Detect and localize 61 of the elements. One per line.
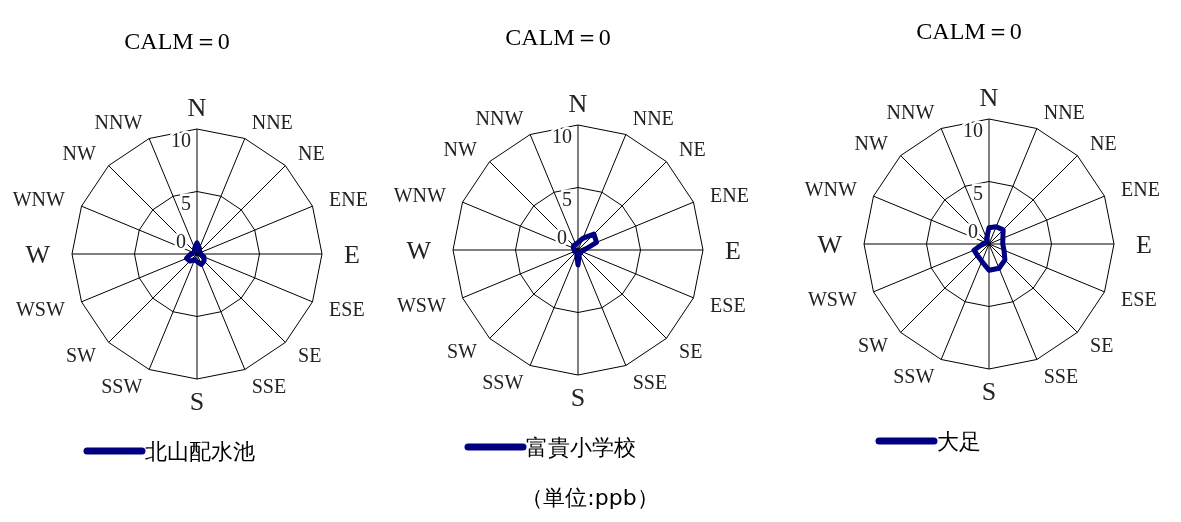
spoke-label: WNW <box>393 184 446 207</box>
spoke-label: SE <box>298 344 322 367</box>
spoke-label: SE <box>679 340 703 363</box>
spoke-label: ENE <box>329 188 369 211</box>
spoke-label: N <box>568 89 588 119</box>
spoke-label: ESE <box>329 297 365 320</box>
spoke-label: N <box>187 93 207 123</box>
spoke-label: NW <box>443 137 477 160</box>
spoke-label: WNW <box>12 188 65 211</box>
spoke-label: E <box>725 236 741 266</box>
spoke-label: ENE <box>710 184 750 207</box>
spoke-label: ENE <box>1121 178 1161 201</box>
chart-title: CALM＝0 <box>916 18 1022 44</box>
spoke-label: W <box>406 236 432 266</box>
chart-title: CALM＝0 <box>505 24 611 50</box>
spoke-label: SW <box>857 334 889 357</box>
spoke-label: NE <box>1090 131 1117 154</box>
spoke-label: NE <box>298 141 325 164</box>
spoke-label: E <box>344 240 360 270</box>
spoke-label: W <box>25 240 51 270</box>
spoke-label: SE <box>1090 334 1114 357</box>
y-tick-label: 10 <box>963 119 983 141</box>
spoke-label: WNW <box>804 178 857 201</box>
spoke-label: SSE <box>251 375 287 398</box>
spoke-label: WSW <box>807 287 857 310</box>
spoke-label: NNW <box>94 110 143 133</box>
spoke-label: NNE <box>632 106 674 129</box>
spoke-label: SW <box>65 344 97 367</box>
spoke-label: S <box>981 377 997 407</box>
spoke-label: SSW <box>893 365 935 388</box>
y-tick-label: 5 <box>181 191 191 214</box>
spoke-label: E <box>1136 230 1152 260</box>
spoke-label: NNE <box>1043 100 1085 123</box>
spoke-label: WSW <box>396 293 446 316</box>
chart-title: CALM＝0 <box>124 28 230 54</box>
spoke-label: S <box>570 383 586 413</box>
text: （単位:ppb） <box>521 485 659 510</box>
spoke-label: SSE <box>1043 365 1079 388</box>
spoke-label: NNW <box>475 106 524 129</box>
y-tick-label: 5 <box>973 181 983 204</box>
legend-label: 北山配水池 <box>145 439 255 464</box>
y-tick-label: 5 <box>562 187 572 210</box>
spoke-label: SSW <box>482 371 524 394</box>
spoke-label: NW <box>62 141 96 164</box>
spoke-label: ESE <box>710 293 746 316</box>
legend-label: 大足 <box>937 429 981 454</box>
spoke-label: NE <box>679 137 706 160</box>
spoke-label: WSW <box>15 297 65 320</box>
spoke-label: NNE <box>251 110 293 133</box>
spoke-label: W <box>817 230 843 260</box>
spoke-label: SSW <box>101 375 143 398</box>
spoke-label: NW <box>854 131 888 154</box>
legend-label: 富貴小学校 <box>526 435 636 460</box>
y-tick-label: 10 <box>552 125 572 147</box>
spoke-label: SW <box>446 340 478 363</box>
spoke-label: S <box>189 387 205 417</box>
spoke-label: SSE <box>632 371 668 394</box>
spoke-label: ESE <box>1121 287 1157 310</box>
spoke-label: NNW <box>886 100 935 123</box>
spoke-label: N <box>979 83 999 113</box>
y-tick-label: 10 <box>171 129 191 151</box>
